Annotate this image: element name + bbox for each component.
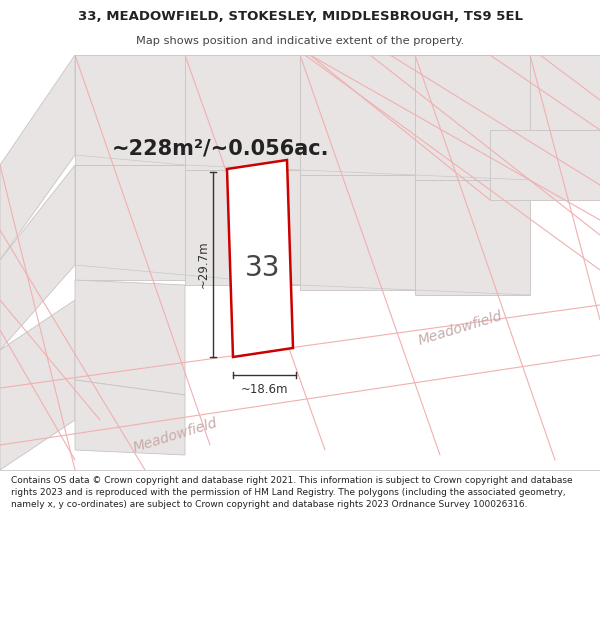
Polygon shape: [75, 165, 185, 280]
Polygon shape: [300, 175, 415, 290]
Polygon shape: [415, 55, 530, 180]
Polygon shape: [185, 55, 300, 170]
Text: 33: 33: [245, 254, 281, 282]
Text: Meadowfield: Meadowfield: [131, 416, 219, 454]
Polygon shape: [300, 55, 415, 175]
Text: Contains OS data © Crown copyright and database right 2021. This information is : Contains OS data © Crown copyright and d…: [11, 476, 572, 509]
Polygon shape: [530, 55, 600, 130]
Polygon shape: [0, 165, 75, 350]
Polygon shape: [185, 170, 300, 285]
Text: Map shows position and indicative extent of the property.: Map shows position and indicative extent…: [136, 36, 464, 46]
Text: ~29.7m: ~29.7m: [197, 241, 209, 288]
Polygon shape: [490, 130, 600, 200]
Polygon shape: [227, 160, 293, 357]
Polygon shape: [415, 180, 530, 295]
Text: Meadowfield: Meadowfield: [416, 309, 504, 348]
Polygon shape: [0, 300, 75, 470]
Text: ~228m²/~0.056ac.: ~228m²/~0.056ac.: [111, 138, 329, 158]
Text: ~18.6m: ~18.6m: [241, 383, 288, 396]
Polygon shape: [75, 380, 185, 455]
Polygon shape: [75, 280, 185, 395]
Text: 33, MEADOWFIELD, STOKESLEY, MIDDLESBROUGH, TS9 5EL: 33, MEADOWFIELD, STOKESLEY, MIDDLESBROUG…: [77, 10, 523, 23]
Polygon shape: [75, 55, 185, 165]
Polygon shape: [0, 55, 75, 260]
